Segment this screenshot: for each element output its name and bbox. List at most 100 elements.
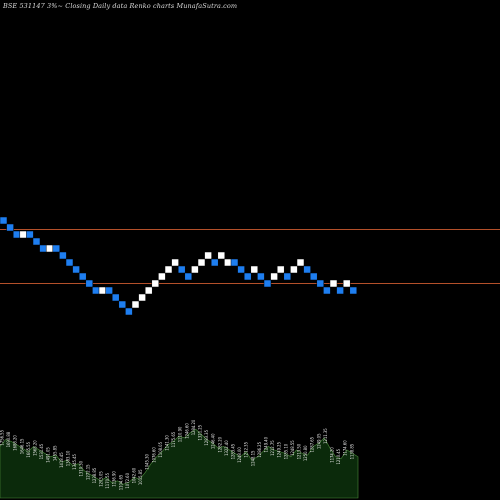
renko-brick-down (210, 258, 219, 267)
renko-brick-down (72, 265, 80, 274)
renko-brick-up (270, 272, 278, 281)
renko-brick-down (263, 279, 272, 288)
renko-brick-down (283, 272, 292, 281)
renko-brick-down (52, 244, 61, 253)
volume-label: 1286.25 (257, 441, 262, 457)
renko-brick-up (98, 286, 107, 295)
volume-labels: 1756.55 1690.88 1688.20 1646.15 1605.55 1568.… (0, 419, 354, 490)
renko-brick-down (59, 251, 67, 260)
renko-brick-up (290, 265, 298, 274)
volume-label: 1310.30 (79, 460, 84, 476)
volume-label: 1211.35 (323, 428, 328, 444)
volume-label: 1174.20 (330, 447, 335, 463)
renko-brick-up (45, 244, 54, 253)
renko-brick-down (39, 244, 47, 253)
renko-brick-up (144, 286, 153, 295)
volume-label: 1136.90 (112, 471, 117, 487)
volume-label: 1141.30 (165, 435, 170, 451)
renko-brick-down (125, 307, 133, 316)
renko-brick-up (224, 258, 232, 267)
renko-brick-down (230, 258, 239, 267)
renko-brick-down (118, 300, 127, 309)
volume-label: 1170.55 (105, 472, 110, 488)
renko-brick-down (92, 286, 100, 295)
volume-label: 1042.60 (132, 467, 137, 483)
renko-brick-up (342, 279, 351, 288)
renko-brick-down (65, 258, 74, 267)
renko-brick-down (336, 286, 344, 295)
reference-lines (0, 229, 500, 284)
volume-label: 1015.85 (138, 469, 143, 485)
volume-label: 1210.90 (178, 426, 183, 442)
volume-label: 1345.45 (72, 454, 77, 470)
volume-label: 1174.60 (343, 440, 348, 456)
renko-brick-down (303, 265, 311, 274)
renko-brick-up (138, 293, 146, 302)
renko-brick-up (151, 279, 160, 288)
volume-label: 1175.65 (171, 431, 176, 447)
volume-label: 1104.65 (118, 474, 123, 490)
renko-brick-down (323, 286, 331, 295)
renko-brick-down (85, 279, 94, 288)
volume-label: 1383.10 (66, 450, 71, 466)
volume-label: 1285.10 (283, 443, 288, 459)
renko-brick-up (204, 251, 212, 260)
volume-label: 1250.80 (303, 445, 308, 461)
volume-label: 1248.00 (237, 447, 242, 463)
renko-brick-up (296, 258, 305, 267)
volume-label: 1646.15 (19, 438, 24, 454)
volume-label: 1321.25 (198, 424, 203, 440)
volume-label: 1284.20 (191, 419, 196, 435)
volume-label: 1249.40 (264, 436, 269, 452)
renko-brick-up (217, 251, 226, 260)
volume-area-shape (0, 428, 359, 499)
renko-bricks (0, 216, 358, 316)
volume-label: 1531.45 (39, 443, 44, 459)
volume-label: 1246.60 (184, 423, 189, 439)
renko-brick-down (26, 230, 34, 239)
volume-label: 1690.88 (6, 431, 11, 447)
renko-brick-up (164, 265, 173, 274)
volume-label: 1203.05 (99, 471, 104, 487)
renko-brick-down (316, 279, 325, 288)
renko-brick-up (131, 300, 140, 309)
renko-brick-down (184, 272, 193, 281)
renko-brick-down (0, 216, 8, 225)
volume-label: 1072.60 (125, 472, 130, 488)
volume-label: 1283.45 (231, 443, 236, 459)
renko-brick-down (6, 223, 14, 232)
renko-brick-down (349, 286, 358, 295)
volume-label: 1210.45 (336, 448, 341, 464)
chart-title: BSE 531147 3%~ Closing Daily data Renko … (3, 2, 238, 10)
volume-label: 1138.85 (349, 443, 354, 459)
renko-brick-up (171, 258, 179, 267)
renko-brick-down (309, 272, 318, 281)
renko-brick-down (243, 272, 252, 281)
renko-brick-down (78, 272, 87, 281)
volume-label: 1212.75 (270, 440, 275, 456)
renko-brick-down (105, 286, 113, 295)
volume-label: 1455.85 (52, 445, 57, 461)
volume-label: 1418.45 (59, 452, 64, 468)
volume-label: 1605.55 (26, 441, 31, 457)
volume-label: 1756.55 (0, 429, 5, 445)
renko-brick-up (276, 265, 285, 274)
renko-brick-up (19, 230, 28, 239)
volume-label: 1248.55 (290, 440, 295, 456)
renko-brick-up (250, 265, 259, 274)
volume-label: 1272.15 (85, 464, 90, 480)
renko-brick-down (257, 272, 265, 281)
volume-label: 1212.35 (244, 441, 249, 457)
volume-label: 1322.40 (224, 440, 229, 456)
renko-brick-down (237, 265, 245, 274)
volume-label: 1248.15 (250, 450, 255, 466)
volume-label: 1246.40 (211, 433, 216, 449)
volume-label: 1491.05 (46, 447, 51, 463)
renko-brick-up (329, 279, 338, 288)
volume-area (0, 428, 359, 499)
volume-label: 1282.20 (217, 436, 222, 452)
renko-brick-up (197, 258, 206, 267)
volume-label: 1238.85 (92, 467, 97, 483)
volume-label: 1568.20 (33, 440, 38, 456)
